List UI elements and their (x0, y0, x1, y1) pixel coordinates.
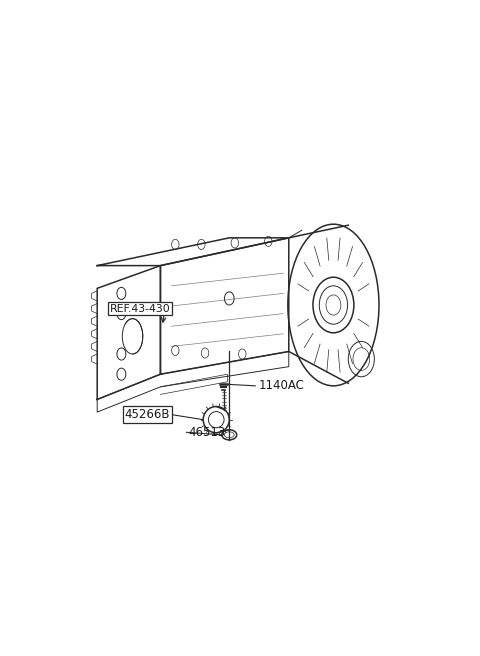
Text: 1140AC: 1140AC (259, 379, 305, 392)
Text: REF.43-430: REF.43-430 (109, 304, 170, 314)
Text: 45266B: 45266B (125, 408, 170, 421)
Text: 46513: 46513 (188, 426, 226, 439)
